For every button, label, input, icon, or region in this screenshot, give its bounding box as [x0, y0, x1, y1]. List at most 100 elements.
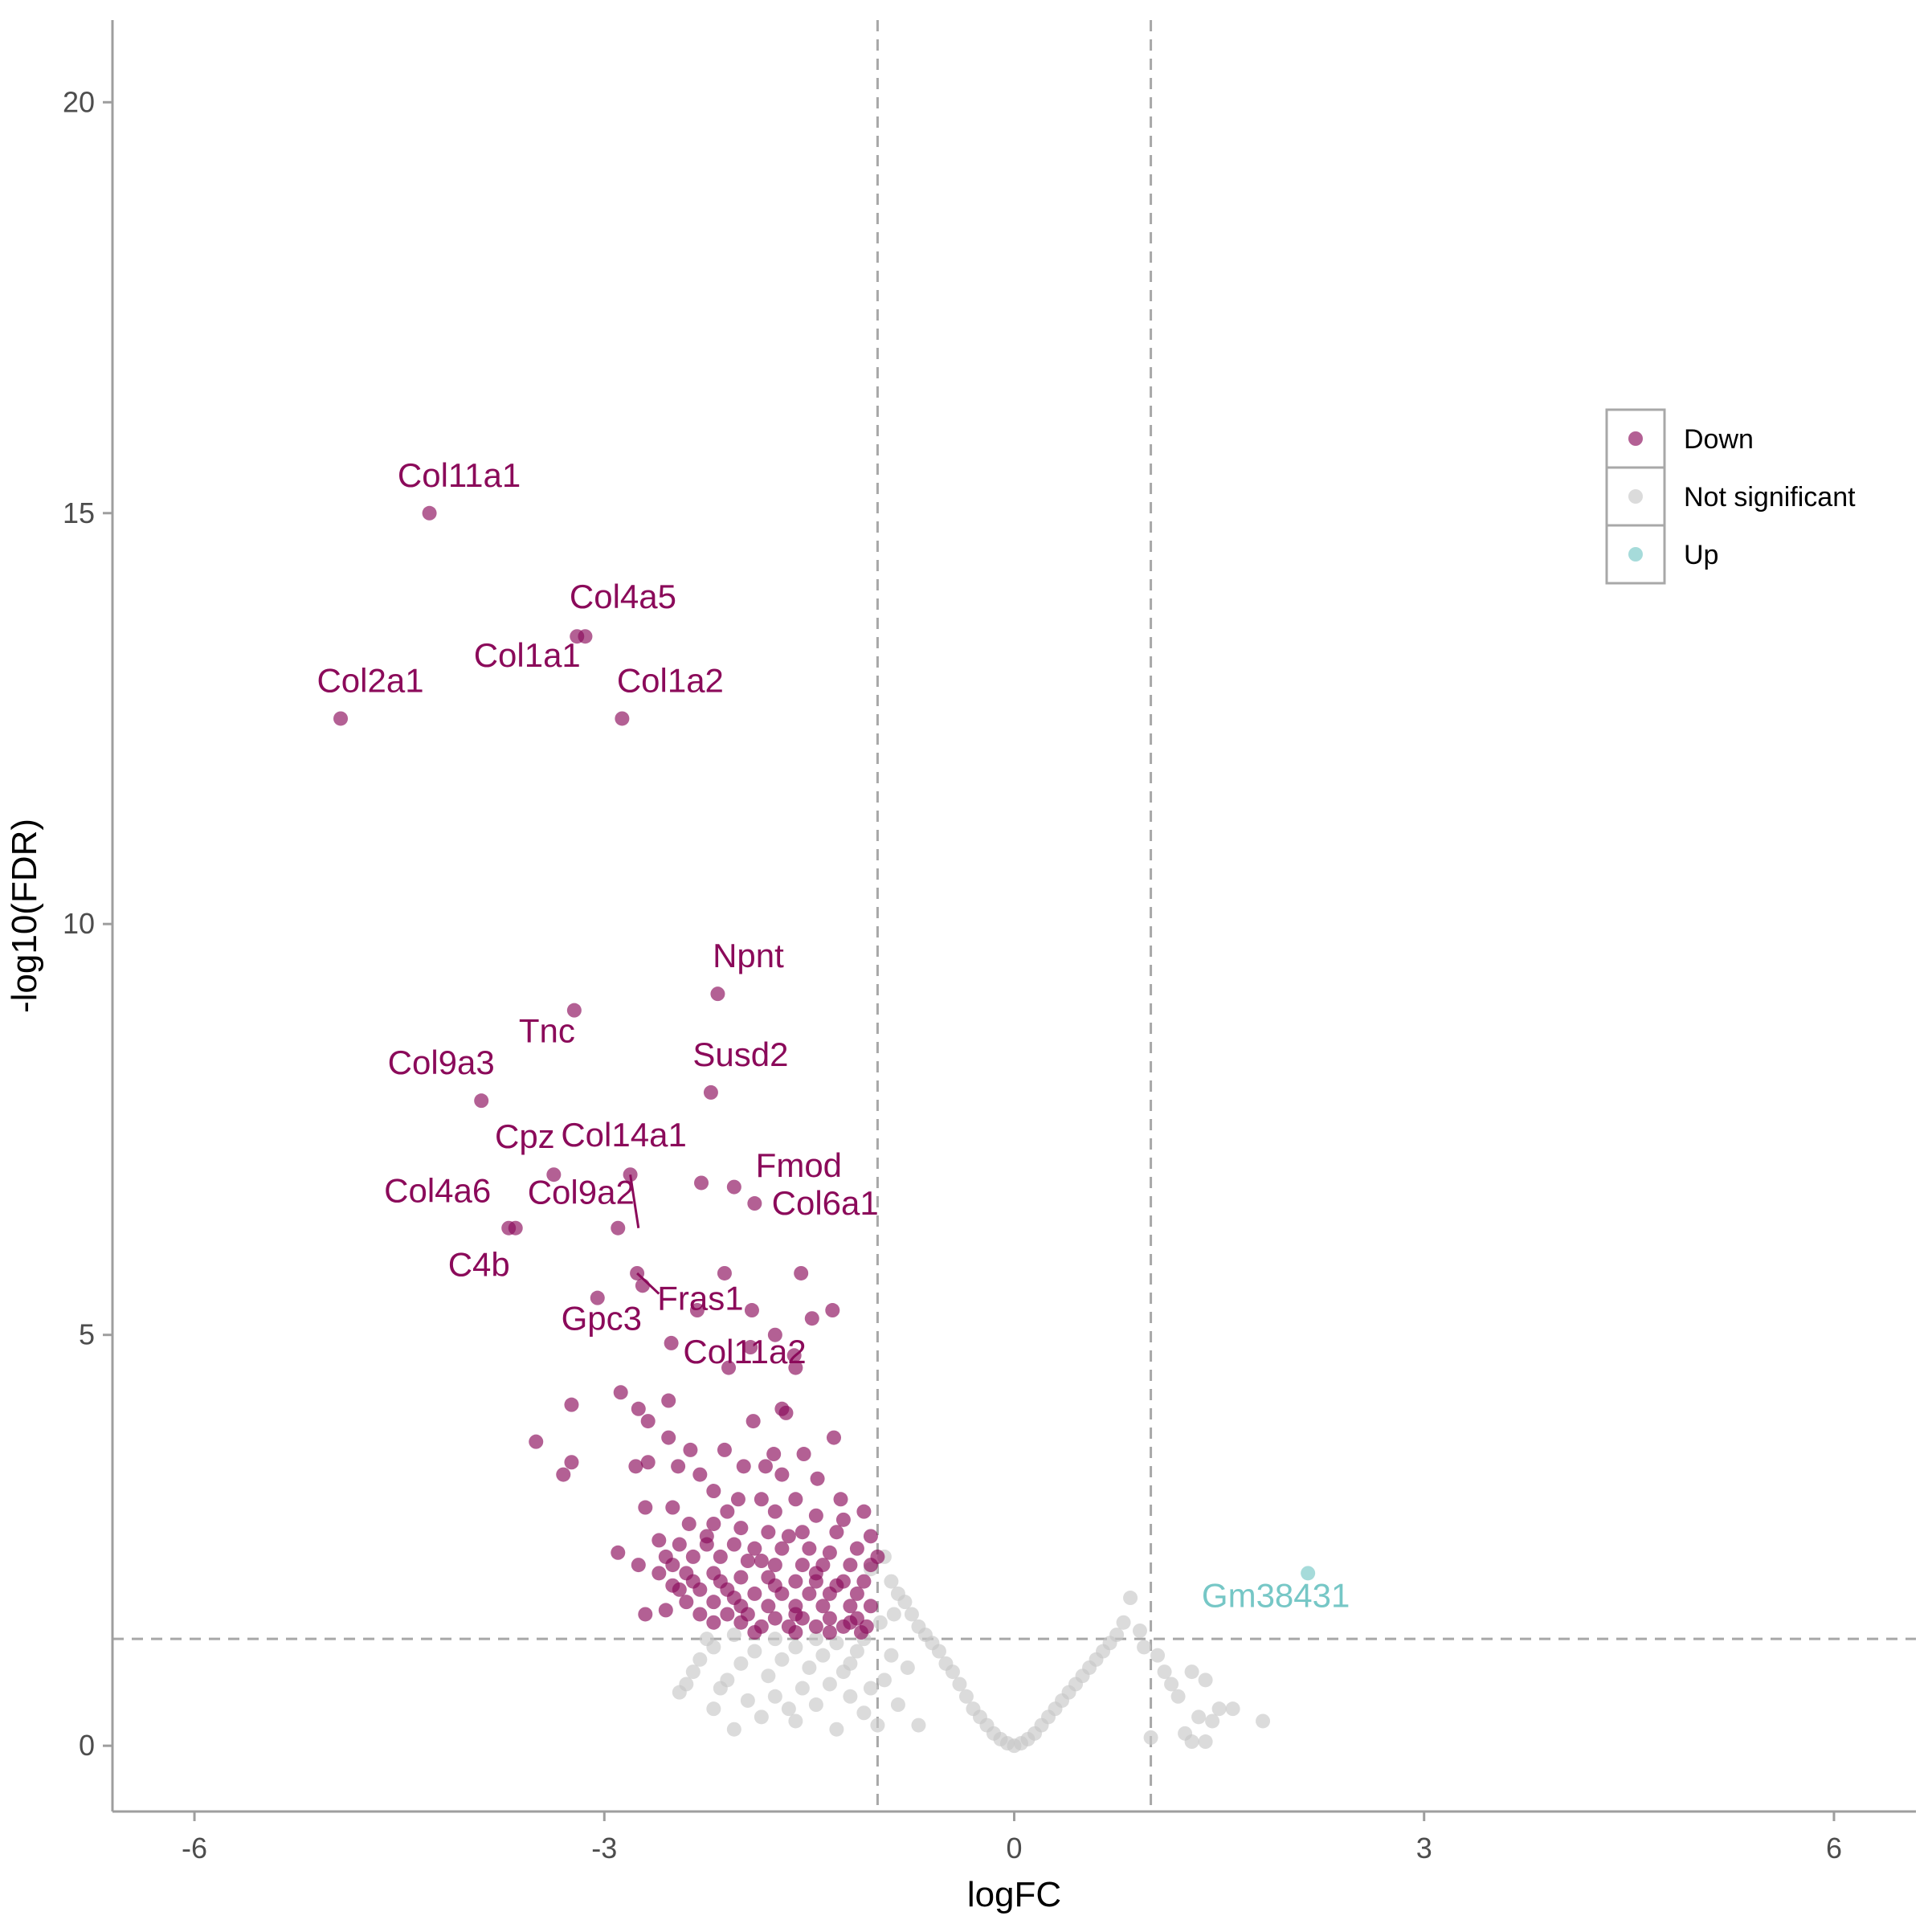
point-down-25 — [804, 1311, 819, 1326]
point-down-72 — [794, 1525, 810, 1540]
point-down-20 — [635, 1278, 650, 1293]
point-down-142 — [781, 1529, 796, 1544]
point-down-24 — [825, 1303, 840, 1318]
gene-label-susd2: Susd2 — [692, 1035, 788, 1073]
point-down-22 — [689, 1303, 705, 1318]
point-down-37 — [778, 1405, 794, 1420]
point-down-128 — [638, 1607, 653, 1622]
point-down-92 — [843, 1558, 858, 1573]
point-down-12 — [726, 1179, 741, 1195]
point-down-57 — [706, 1484, 721, 1499]
legend-key-box — [1605, 524, 1666, 585]
point-down-130 — [733, 1615, 749, 1630]
point-down-107 — [747, 1586, 762, 1601]
y-tick-label: 10 — [63, 907, 95, 940]
point-not-significant-39 — [1137, 1640, 1152, 1655]
gene-label-npnt: Npnt — [713, 937, 784, 974]
point-not-significant-47 — [1205, 1713, 1220, 1729]
point-down-87 — [713, 1549, 728, 1564]
legend-key-down — [1628, 431, 1643, 446]
point-down-103 — [856, 1574, 872, 1589]
point-down-84 — [611, 1545, 626, 1560]
point-down-95 — [652, 1566, 667, 1581]
point-not-significant-74 — [788, 1713, 803, 1729]
legend-label: Not significant — [1684, 482, 1856, 513]
point-not-significant-59 — [815, 1648, 831, 1663]
point-not-significant-43 — [1170, 1689, 1186, 1704]
point-up-0 — [1301, 1566, 1316, 1581]
point-down-78 — [726, 1537, 741, 1552]
point-down-46 — [796, 1447, 811, 1462]
point-down-50 — [671, 1459, 686, 1474]
point-down-117 — [815, 1599, 831, 1614]
point-down-151 — [665, 1558, 680, 1573]
gene-label-col1a2: Col1a2 — [617, 661, 724, 699]
gene-label-tnc: Tnc — [519, 1012, 575, 1050]
x-tick-label: -6 — [182, 1832, 207, 1865]
point-not-significant-98 — [808, 1632, 823, 1647]
point-down-55 — [774, 1467, 790, 1482]
point-not-significant-96 — [726, 1628, 741, 1643]
point-down-28 — [743, 1340, 758, 1355]
point-not-significant-82 — [863, 1681, 878, 1696]
point-not-significant-41 — [1157, 1664, 1172, 1680]
x-tick-label: 6 — [1826, 1832, 1842, 1865]
point-down-23 — [744, 1303, 759, 1318]
point-down-29 — [786, 1348, 802, 1363]
gene-label-cpz: Cpz — [495, 1117, 555, 1155]
gene-label-col9a3: Col9a3 — [388, 1044, 495, 1081]
point-down-21 — [590, 1290, 605, 1305]
gene-label-c4b: C4b — [448, 1246, 510, 1284]
point-down-115 — [761, 1599, 776, 1614]
point-down-32 — [613, 1385, 628, 1400]
point-down-150 — [843, 1615, 858, 1630]
point-down-129 — [706, 1615, 721, 1630]
point-not-significant-4 — [897, 1595, 913, 1610]
gene-label-gm38431: Gm38431 — [1202, 1576, 1350, 1614]
point-down-124 — [767, 1611, 782, 1626]
point-down-45 — [766, 1447, 782, 1462]
point-down-18 — [717, 1265, 732, 1281]
gene-label-fras1: Fras1 — [657, 1279, 743, 1317]
point-not-significant-2 — [884, 1574, 899, 1589]
point-down-64 — [720, 1504, 735, 1519]
x-tick-label: -3 — [591, 1832, 617, 1865]
point-not-significant-97 — [699, 1632, 714, 1647]
point-not-significant-36 — [1116, 1615, 1131, 1630]
point-down-90 — [794, 1558, 810, 1573]
point-not-significant-46 — [1191, 1709, 1207, 1725]
point-down-66 — [808, 1508, 823, 1523]
point-down-109 — [802, 1586, 817, 1601]
point-down-4 — [615, 711, 630, 726]
point-down-126 — [822, 1611, 837, 1626]
point-not-significant-93 — [872, 1615, 888, 1630]
point-down-0 — [422, 505, 437, 521]
point-down-3 — [333, 711, 349, 726]
gene-label-col2a1: Col2a1 — [317, 661, 423, 699]
point-down-6 — [566, 1003, 582, 1018]
point-down-53 — [556, 1467, 571, 1482]
point-not-significant-84 — [911, 1718, 926, 1733]
point-down-82 — [822, 1545, 837, 1560]
point-not-significant-35 — [1109, 1628, 1125, 1643]
y-tick-label: 15 — [63, 496, 95, 529]
point-down-145 — [754, 1554, 769, 1569]
point-down-43 — [683, 1442, 698, 1457]
point-down-30 — [721, 1360, 737, 1375]
x-tick-label: 3 — [1416, 1832, 1432, 1865]
point-down-38 — [640, 1414, 656, 1429]
point-not-significant-72 — [740, 1693, 755, 1708]
point-not-significant-52 — [1184, 1734, 1199, 1750]
point-not-significant-89 — [713, 1681, 728, 1696]
point-not-significant-90 — [685, 1664, 701, 1680]
point-down-35 — [631, 1401, 646, 1416]
point-not-significant-9 — [931, 1644, 946, 1659]
point-down-33 — [564, 1397, 579, 1412]
point-not-significant-40 — [1150, 1648, 1166, 1663]
point-down-153 — [767, 1578, 782, 1593]
point-down-140 — [672, 1582, 687, 1597]
point-not-significant-87 — [781, 1701, 796, 1717]
point-not-significant-42 — [1164, 1677, 1179, 1692]
point-not-significant-5 — [904, 1607, 919, 1622]
